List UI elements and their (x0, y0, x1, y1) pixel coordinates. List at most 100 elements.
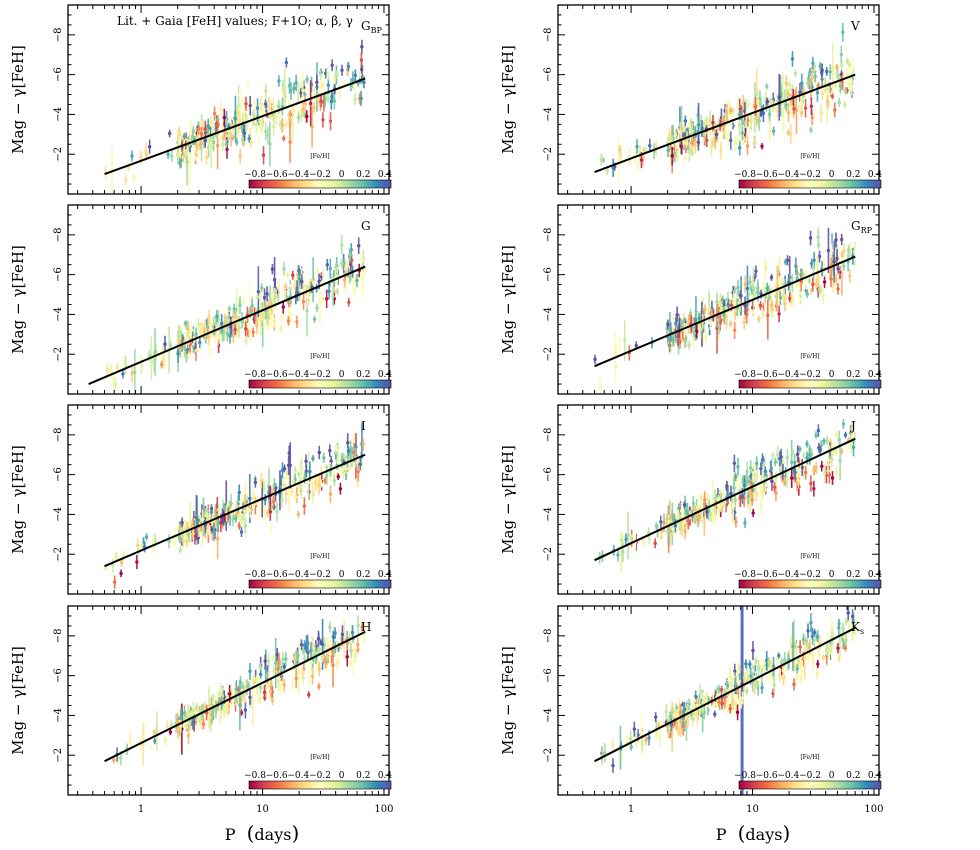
data-point (827, 92, 831, 96)
data-point (318, 300, 322, 304)
data-point (714, 132, 719, 137)
colorbar-tick-label: 0 (339, 170, 345, 180)
data-point (122, 362, 126, 366)
data-point (203, 127, 207, 131)
data-point (673, 523, 678, 528)
data-point (744, 137, 749, 142)
data-point (738, 146, 742, 150)
data-point (713, 496, 717, 501)
data-point (321, 297, 325, 301)
axes-frame (67, 404, 390, 595)
fit-line (594, 73, 856, 174)
data-point (790, 476, 794, 480)
data-point (685, 510, 689, 515)
data-point (200, 517, 205, 522)
data-point (743, 282, 747, 286)
data-point (826, 458, 831, 463)
data-point (825, 438, 829, 443)
data-point (210, 527, 214, 532)
data-point (799, 279, 804, 284)
data-point (238, 93, 242, 97)
data-point (216, 522, 220, 527)
colorbar (248, 179, 392, 189)
data-point (803, 471, 808, 475)
data-point (679, 144, 684, 149)
data-point (207, 347, 212, 352)
data-point (820, 464, 824, 468)
data-point (340, 632, 345, 637)
data-point (828, 70, 832, 74)
data-point (315, 80, 319, 84)
data-point (251, 330, 255, 334)
data-point (362, 80, 366, 85)
data-point (259, 102, 263, 106)
colorbar-tick-label: 0.4 (868, 570, 883, 580)
data-point (818, 288, 823, 292)
y-axis-label: Mag−γ[FeH] (499, 45, 517, 154)
data-point (270, 267, 275, 271)
data-point (280, 497, 284, 502)
fit-line (594, 255, 856, 368)
data-point (796, 479, 801, 483)
data-point (244, 489, 248, 494)
data-point (766, 313, 770, 318)
data-point (280, 104, 285, 109)
data-point (790, 450, 795, 455)
data-point (755, 117, 759, 121)
data-point (662, 521, 666, 525)
data-point (266, 511, 270, 515)
y-tick-label: −8 (53, 27, 64, 42)
data-point (843, 433, 848, 437)
data-point (820, 77, 824, 81)
data-point (178, 161, 182, 165)
data-point (130, 154, 134, 158)
data-point (184, 337, 189, 342)
data-point (325, 94, 329, 98)
data-point (272, 124, 276, 129)
data-point (323, 71, 328, 76)
data-point (312, 105, 316, 110)
data-point (713, 514, 718, 518)
data-point (814, 433, 818, 437)
data-point (183, 321, 188, 326)
data-point (794, 108, 799, 113)
data-point (808, 236, 813, 240)
colorbar-tick-label: 0 (829, 170, 835, 180)
data-point (705, 510, 709, 514)
y-tick-label: −4 (53, 307, 64, 322)
data-point (811, 61, 815, 65)
data-point (213, 508, 218, 513)
data-point (356, 642, 360, 647)
data-point (331, 294, 335, 299)
data-point (843, 89, 848, 93)
data-point (666, 322, 670, 327)
data-point (670, 154, 674, 158)
data-point (353, 73, 358, 78)
data-point (279, 316, 284, 320)
data-point (305, 114, 309, 119)
axes-frame (67, 4, 390, 195)
data-point (343, 267, 348, 271)
data-point (729, 108, 733, 113)
data-point (160, 362, 164, 367)
data-point (288, 140, 292, 144)
data-point (816, 235, 821, 239)
data-point (360, 257, 364, 262)
data-point (167, 131, 172, 136)
y-tick-label: −8 (53, 427, 64, 442)
data-point (800, 465, 804, 470)
data-point (850, 65, 854, 70)
data-point (255, 295, 260, 299)
data-point (332, 479, 337, 483)
data-point (300, 280, 304, 284)
data-point (796, 285, 800, 289)
data-point (748, 490, 753, 495)
data-point (300, 475, 304, 479)
data-point (621, 535, 626, 540)
data-point (703, 498, 707, 502)
data-point (232, 689, 236, 693)
data-point (317, 684, 321, 689)
data-point (356, 470, 360, 474)
colorbar-tick-label: −0.4 (777, 370, 799, 380)
data-point (767, 112, 772, 116)
